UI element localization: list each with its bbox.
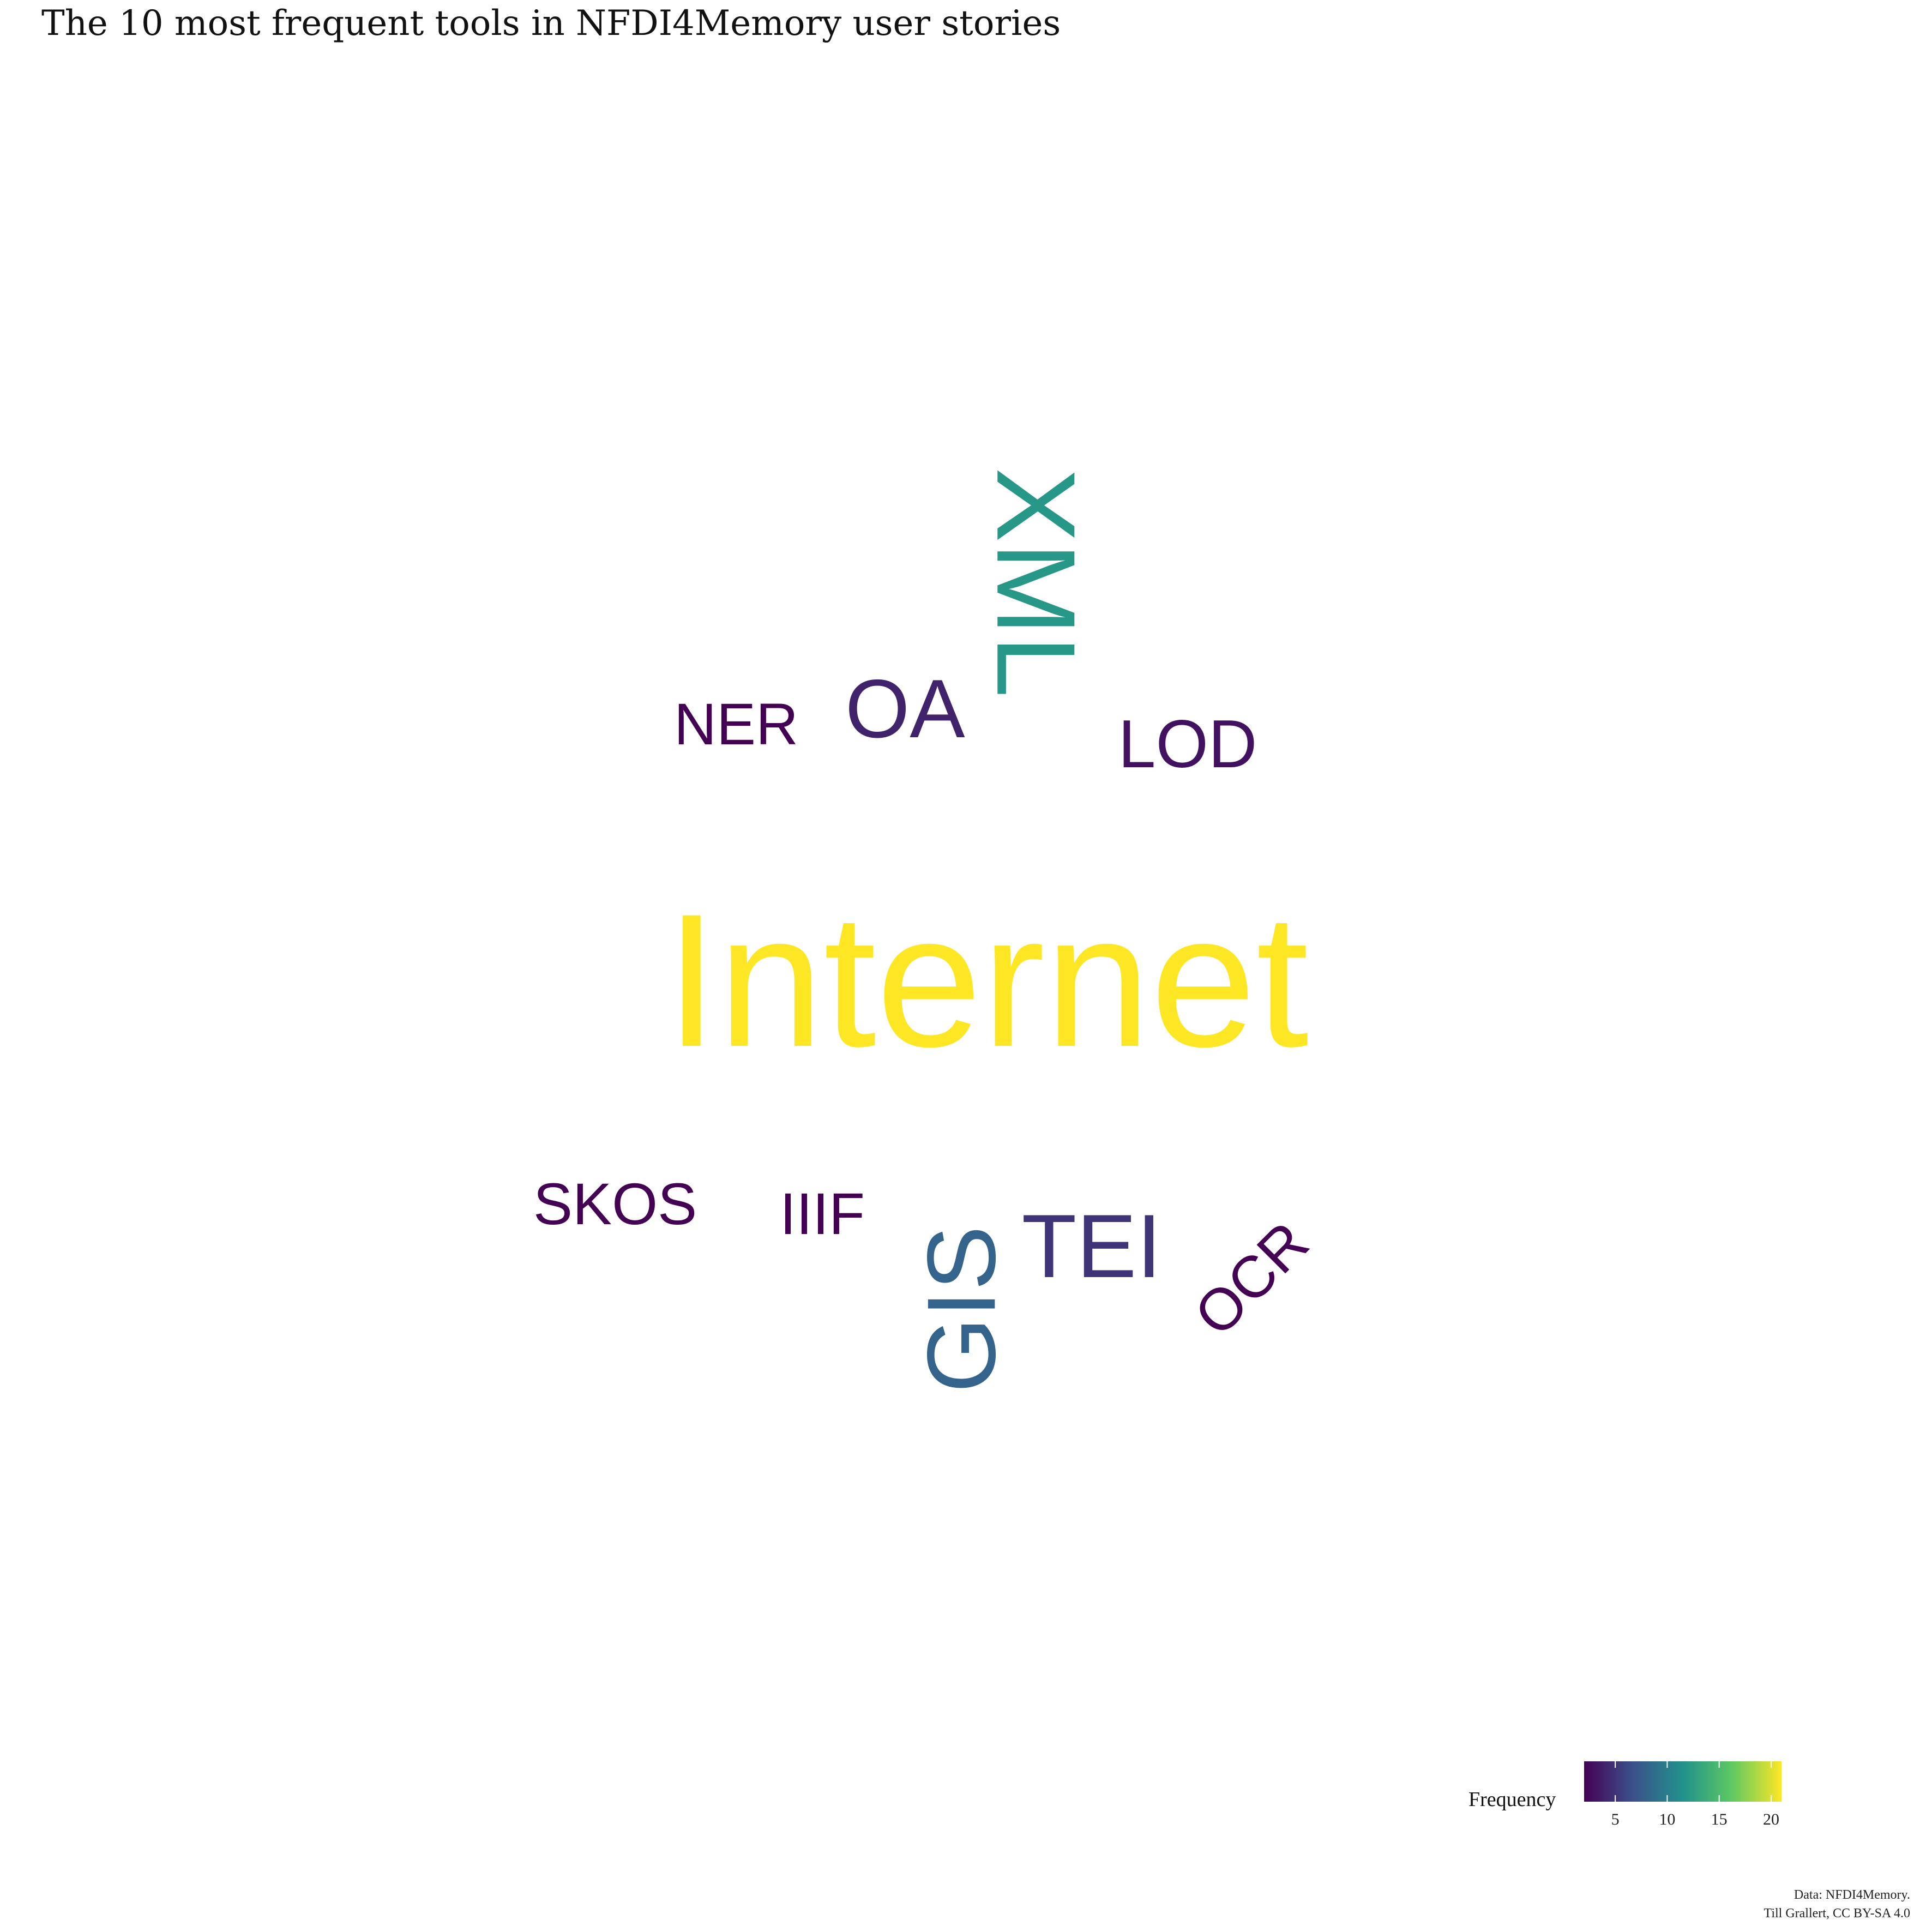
legend-tick-label: 5	[1611, 1810, 1620, 1828]
word-gis: GIS	[906, 1225, 1015, 1393]
word-ocr: OCR	[1182, 1209, 1321, 1349]
legend-tick-label: 15	[1711, 1810, 1728, 1828]
legend-colorbar	[1584, 1761, 1781, 1802]
data-source-credit: Data: NFDI4Memory.	[1793, 1888, 1910, 1902]
legend-title: Frequency	[1468, 1788, 1556, 1811]
word-lod: LOD	[1118, 707, 1257, 782]
author-license-credit: Till Grallert, CC BY-SA 4.0	[1764, 1906, 1911, 1921]
word-tei: TEI	[1021, 1195, 1162, 1296]
legend-tick-label: 10	[1659, 1810, 1675, 1828]
word-oa: OA	[845, 663, 965, 755]
word-xml: XML	[973, 467, 1099, 697]
word-iiif: IIIF	[780, 1181, 865, 1247]
word-internet: Internet	[665, 874, 1309, 1086]
word-ner: NER	[674, 691, 799, 757]
chart-title: The 10 most frequent tools in NFDI4Memor…	[41, 3, 1061, 44]
legend-tick-label: 20	[1763, 1810, 1779, 1828]
word-skos: SKOS	[533, 1171, 697, 1237]
